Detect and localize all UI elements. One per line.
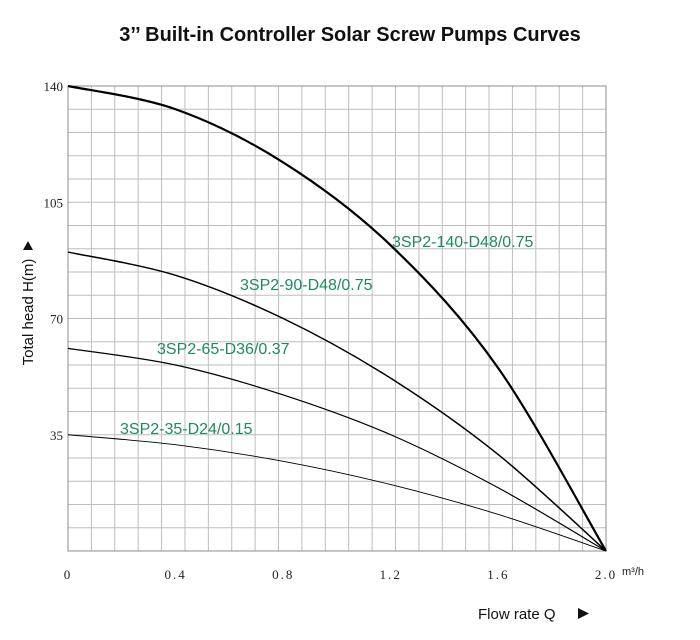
x-unit-label: m³/h <box>622 566 644 578</box>
y-axis-title: Total head H(m) <box>20 259 37 366</box>
series-label-3: 3SP2-65-D36/0.37 <box>157 341 290 358</box>
y-tick-label: 105 <box>44 195 64 210</box>
y-axis-arrow-icon <box>23 241 33 250</box>
y-tick-label: 140 <box>44 79 64 94</box>
series-curve-4 <box>67 434 607 552</box>
y-tick-label: 70 <box>50 312 63 327</box>
x-tick-label: 0.4 <box>164 567 186 582</box>
series-curve-3 <box>67 347 607 552</box>
x-axis-title: Flow rate Q <box>478 606 556 623</box>
series-labels: 3SP2-140-D48/0.75 3SP2-90-D48/0.75 3SP2-65… <box>120 234 534 438</box>
series-curve-1 <box>67 84 607 552</box>
series-label-4: 3SP2-35-D24/0.15 <box>120 421 253 438</box>
x-tick-label: 1.6 <box>487 567 509 582</box>
series-curves <box>67 84 607 552</box>
x-tick-label: 1.2 <box>380 567 402 582</box>
series-curve-2 <box>67 251 607 552</box>
x-tick-label: 2.0 <box>595 567 617 582</box>
chart-title: 3’’ Built-in Controller Solar Screw Pump… <box>119 24 581 46</box>
y-tick-labels: 35 70 105 140 <box>44 79 64 443</box>
y-axis-title-group: Total head H(m) <box>20 259 37 366</box>
x-axis-arrow-icon <box>578 608 589 619</box>
series-label-1: 3SP2-140-D48/0.75 <box>392 234 534 251</box>
x-tick-labels: 0 0.4 0.8 1.2 1.6 2.0 <box>64 567 617 582</box>
grid-lines <box>68 86 606 551</box>
x-tick-label: 0.8 <box>272 567 294 582</box>
x-tick-label: 0 <box>64 567 73 582</box>
plot-frame <box>67 85 607 552</box>
series-label-2: 3SP2-90-D48/0.75 <box>240 277 373 294</box>
y-tick-label: 35 <box>50 428 63 443</box>
